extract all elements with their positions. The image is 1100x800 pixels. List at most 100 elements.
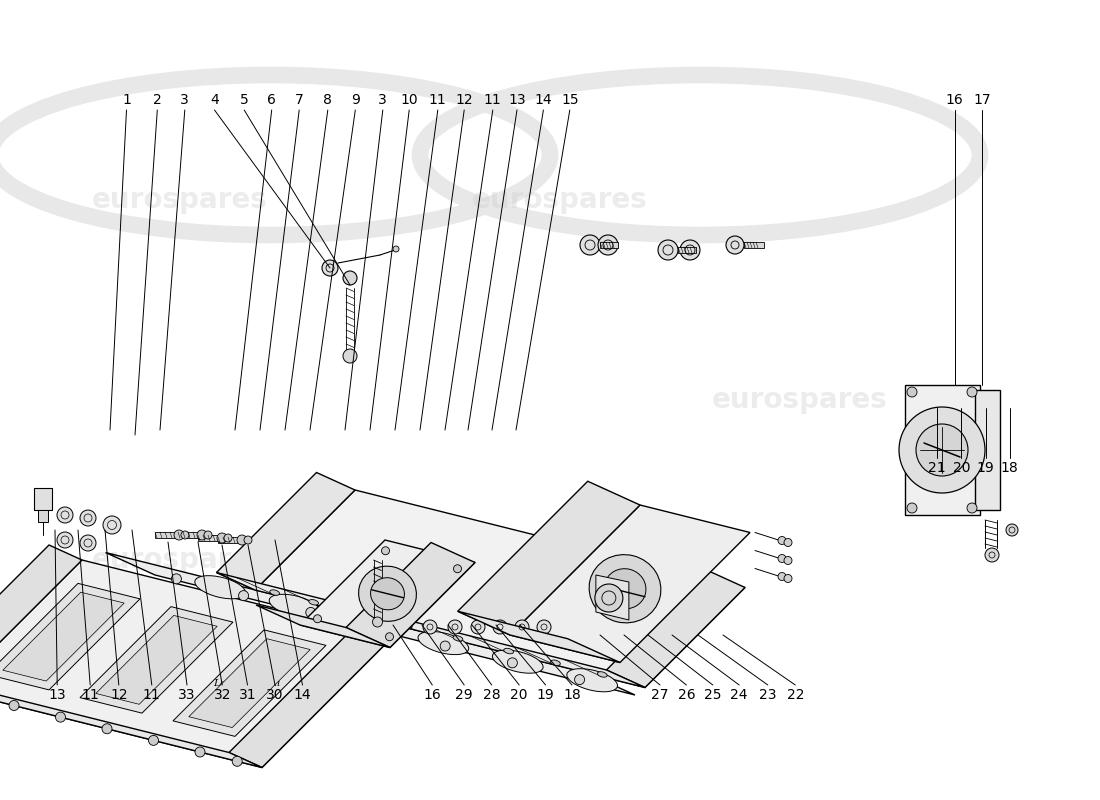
Bar	[905, 385, 980, 515]
Text: 13: 13	[508, 93, 526, 107]
Polygon shape	[458, 611, 620, 662]
Text: 11: 11	[429, 93, 447, 107]
Circle shape	[916, 424, 968, 476]
Circle shape	[174, 530, 184, 540]
Polygon shape	[606, 570, 745, 687]
Circle shape	[658, 240, 678, 260]
Circle shape	[102, 724, 112, 734]
Bar	[600, 242, 618, 248]
Text: Lamborghini: Lamborghini	[213, 679, 280, 688]
Ellipse shape	[566, 669, 617, 692]
Text: 11: 11	[484, 93, 502, 107]
Polygon shape	[0, 545, 82, 690]
Circle shape	[343, 271, 358, 285]
Text: 27: 27	[651, 688, 669, 702]
Circle shape	[172, 574, 182, 584]
Circle shape	[236, 535, 248, 545]
Text: 5: 5	[240, 93, 249, 107]
Text: 18: 18	[1001, 461, 1019, 475]
Circle shape	[574, 674, 584, 685]
Text: 7: 7	[295, 93, 304, 107]
Text: 4: 4	[210, 93, 219, 107]
Polygon shape	[0, 560, 392, 767]
Circle shape	[515, 620, 529, 634]
Bar	[39, 510, 48, 522]
Text: 29: 29	[455, 688, 473, 702]
Circle shape	[182, 531, 189, 539]
Circle shape	[453, 565, 462, 573]
Circle shape	[322, 260, 338, 276]
Polygon shape	[229, 622, 392, 767]
Circle shape	[899, 407, 984, 493]
Circle shape	[204, 531, 212, 539]
Circle shape	[393, 246, 399, 252]
Circle shape	[306, 607, 316, 618]
Ellipse shape	[359, 566, 417, 622]
Polygon shape	[217, 473, 355, 590]
Text: 26: 26	[678, 688, 695, 702]
Text: 25: 25	[704, 688, 722, 702]
Circle shape	[385, 633, 394, 641]
Text: 14: 14	[294, 688, 311, 702]
Ellipse shape	[403, 623, 412, 629]
Circle shape	[195, 747, 205, 757]
Circle shape	[984, 548, 999, 562]
Bar	[744, 242, 764, 248]
Text: 33: 33	[178, 688, 196, 702]
Ellipse shape	[309, 599, 319, 605]
Circle shape	[493, 620, 507, 634]
Bar	[34, 488, 52, 510]
Ellipse shape	[504, 648, 514, 654]
Circle shape	[57, 532, 73, 548]
Circle shape	[57, 507, 73, 523]
Text: 16: 16	[424, 688, 441, 702]
Text: eurospares: eurospares	[712, 386, 888, 414]
Circle shape	[967, 503, 977, 513]
Bar	[198, 535, 220, 541]
Text: 3: 3	[378, 93, 387, 107]
Text: 18: 18	[563, 688, 581, 702]
Circle shape	[239, 590, 249, 601]
Text: 11: 11	[143, 688, 161, 702]
Text: 28: 28	[483, 688, 500, 702]
Text: eurospares: eurospares	[472, 546, 648, 574]
Text: 12: 12	[455, 93, 473, 107]
Bar	[218, 537, 240, 543]
Text: 9: 9	[351, 93, 360, 107]
Circle shape	[1006, 524, 1018, 536]
Text: eurospares: eurospares	[92, 186, 268, 214]
Polygon shape	[255, 490, 745, 687]
Circle shape	[595, 584, 623, 612]
Circle shape	[778, 537, 786, 545]
Circle shape	[440, 641, 450, 651]
Polygon shape	[0, 675, 262, 767]
Polygon shape	[96, 615, 217, 704]
Text: 20: 20	[953, 461, 970, 475]
Polygon shape	[510, 505, 750, 662]
Circle shape	[224, 534, 232, 542]
Ellipse shape	[270, 590, 279, 595]
Circle shape	[778, 554, 786, 562]
Ellipse shape	[493, 650, 543, 674]
Polygon shape	[458, 482, 640, 635]
Bar	[678, 247, 696, 253]
Ellipse shape	[371, 578, 405, 610]
Circle shape	[55, 712, 66, 722]
Polygon shape	[0, 583, 140, 690]
Circle shape	[537, 620, 551, 634]
Ellipse shape	[551, 660, 560, 666]
Circle shape	[103, 516, 121, 534]
Circle shape	[784, 574, 792, 582]
Ellipse shape	[453, 636, 463, 641]
Circle shape	[217, 533, 227, 543]
Circle shape	[778, 573, 786, 581]
Text: 11: 11	[81, 688, 99, 702]
Ellipse shape	[270, 594, 320, 618]
Polygon shape	[3, 592, 124, 681]
Text: 32: 32	[213, 688, 231, 702]
Ellipse shape	[355, 611, 365, 617]
Bar	[178, 532, 200, 538]
Text: 17: 17	[974, 93, 991, 107]
Text: 2: 2	[153, 93, 162, 107]
Text: 21: 21	[928, 461, 946, 475]
